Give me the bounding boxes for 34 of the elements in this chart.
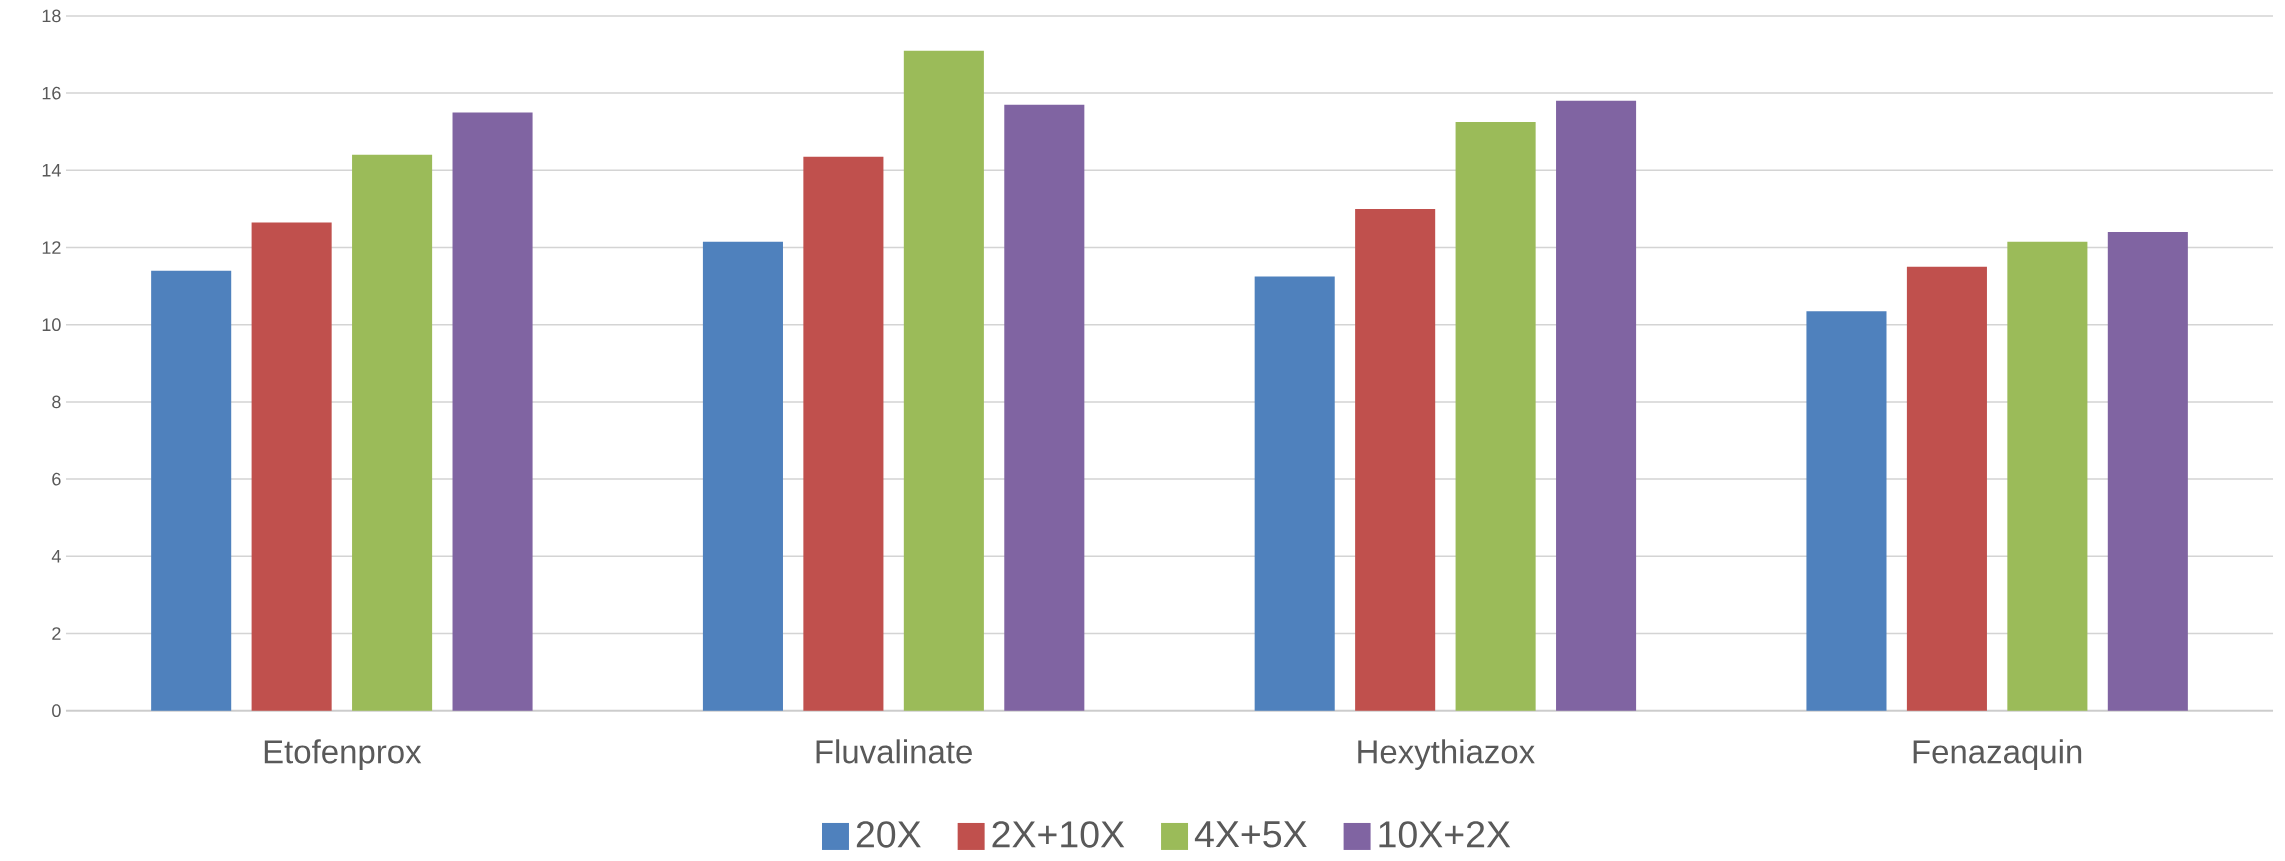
bar [1556,101,1637,711]
legend-label: 2X+10X [992,821,1125,848]
bar [352,155,433,711]
bar [1806,311,1887,711]
y-tick-label: 12 [42,241,61,254]
y-tick-label: 4 [51,550,61,563]
y-tick-label: 8 [52,395,61,409]
bar [452,112,533,711]
bar [1455,122,1536,711]
bar [903,50,984,711]
bar [151,270,232,711]
bar [1254,276,1335,711]
legend-label: 20X [856,821,921,848]
y-tick-label: 14 [42,164,61,177]
bar [2107,232,2188,711]
bar [702,241,783,711]
y-tick-label: 6 [52,472,61,486]
bar [1004,104,1085,711]
y-tick-label: 18 [42,9,61,23]
legend-label: 10X+2X [1379,821,1511,848]
y-tick-label: 16 [42,86,61,100]
bar [1906,266,1987,711]
y-tick-label: 0 [52,704,61,718]
y-tick-label: 10 [42,318,61,332]
legend-label: 4X+5X [1194,821,1307,848]
bar [1355,209,1436,711]
x-tick-label: Fenazaquin [1913,739,2082,771]
x-tick-label: Fluvalinate [816,739,972,764]
bar [251,222,332,711]
bar [803,156,884,711]
x-tick-label: Etofenprox [264,739,422,771]
y-tick-label: 2 [52,627,61,640]
bar [2007,241,2088,711]
x-tick-label: Hexythiazox [1358,739,1535,771]
